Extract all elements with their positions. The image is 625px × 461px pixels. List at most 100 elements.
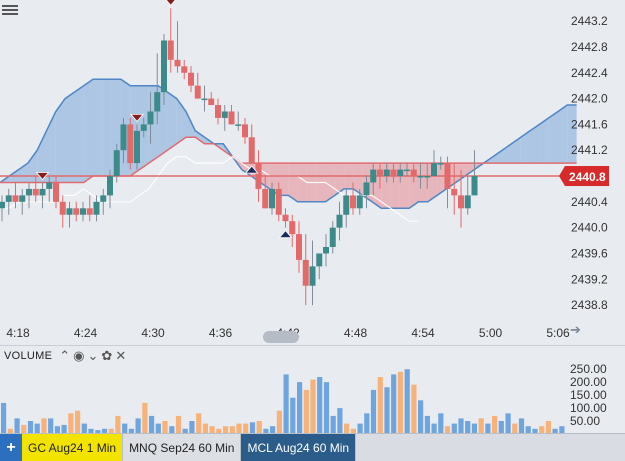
volume-bar [465,421,471,434]
volume-bar [229,426,235,434]
volume-bar [61,424,67,434]
last-price-tag [565,166,609,187]
volume-bar [559,426,565,434]
close-icon[interactable]: ✕ [115,348,127,363]
volume-bar [404,369,410,434]
volume-bar [54,426,60,434]
tab-mnq-sep24-60min[interactable]: MNQ Sep24 60 Min [123,434,242,461]
volume-bar [444,426,451,434]
candle-body [431,163,437,177]
sell-marker-icon [130,113,144,123]
candle-body [19,195,26,202]
volume-bar [525,426,531,434]
candle-body [336,214,343,228]
tab-mcl-aug24-60min[interactable]: MCL Aug24 60 Min [241,434,357,461]
candle-body [208,98,215,106]
settings-icon[interactable]: ✿ [101,348,113,363]
volume-bar [7,428,13,434]
tab-gc-aug24-1min[interactable]: GC Aug24 1 Min [22,434,124,461]
candle-body [0,201,5,209]
candle-body [32,188,39,196]
volume-bar [256,421,262,434]
volume-bar [451,423,457,434]
volume-bar [81,423,87,434]
volume-y-tick-label: 50.00 [570,414,600,428]
volume-bar [95,430,101,434]
volume-bar [518,418,525,434]
volume-bar [115,415,121,434]
scroll-right-icon[interactable]: ➔ [570,322,581,337]
time-scrollbar-thumb[interactable] [263,331,299,343]
cloud-segment [455,163,465,183]
candle-body [134,130,140,164]
cloud-segment [548,111,558,164]
volume-bar [169,426,175,434]
volume-bar [391,374,397,434]
candle-body [100,195,107,202]
volume-bar [108,428,114,434]
volume-bar [48,418,54,434]
volume-bar [397,371,403,434]
cloud-segment [418,163,428,202]
volume-bar [485,423,491,434]
cloud-segment [195,130,205,144]
volume-bar [498,421,504,434]
volume-bar [175,415,182,434]
candle-body [464,195,471,209]
volume-bar [41,418,47,434]
cloud-segment [102,79,112,176]
volume-bar [505,413,511,434]
cloud-segment [55,98,66,183]
candle-body [458,195,464,209]
cloud-segment [539,117,549,164]
candle-body [5,195,12,202]
sell-marker-icon [165,0,176,6]
volume-y-tick-label: 200.00 [570,375,607,389]
cloud-segment [465,163,475,176]
move-up-icon[interactable]: ⌃ [59,348,71,363]
candle-body [370,169,377,183]
candle-body [26,188,32,196]
volume-bar [364,413,370,434]
volume-bar [431,423,437,434]
volume-bar [532,428,538,434]
candle-body [390,169,397,177]
volume-bar [270,426,276,434]
candle-body [235,124,242,126]
volume-bar [243,423,249,434]
visibility-icon[interactable]: ◉ [73,348,85,363]
menu-icon[interactable] [2,3,18,17]
volume-bar [323,382,330,434]
add-chart-tab-button[interactable]: + [0,434,22,461]
y-tick-label: 2441.2 [571,143,608,157]
x-tick-label: 4:54 [411,326,435,340]
volume-bar [357,423,363,434]
volume-bar [236,423,242,434]
candle-body [383,169,390,177]
cloud-segment [530,124,540,164]
y-tick-label: 2439.6 [571,246,608,260]
candle-body [107,176,113,196]
volume-bar [263,428,269,434]
volume-bar [135,418,141,434]
volume-bar [330,415,336,434]
y-tick-label: 2441.6 [571,117,608,131]
candle-body [289,221,296,235]
candle-body [248,137,255,164]
chart-tab-bar: + GC Aug24 1 Min MNQ Sep24 60 Min MCL Au… [0,433,625,461]
candle-body [302,259,309,286]
volume-bar [196,413,202,434]
x-tick-label: 5:06 [546,326,570,340]
cloud-segment [520,130,531,164]
candle-body [343,195,350,215]
y-tick-label: 2439.2 [571,272,608,286]
x-tick-label: 4:24 [74,326,98,340]
price-chart[interactable]: 2443.2 2442.8 2442.4 2442.0 2441.6 2441.2 2440… [0,0,625,345]
volume-bar [155,423,161,434]
price-chart-svg[interactable]: 2443.2 2442.8 2442.4 2442.0 2441.6 2441.2 2440… [0,0,625,345]
volume-title: VOLUME [4,350,53,362]
candle-body [147,111,154,125]
move-down-icon[interactable]: ⌄ [87,348,99,363]
y-tick-label: 2440.4 [571,195,608,209]
candle-body [86,208,93,215]
